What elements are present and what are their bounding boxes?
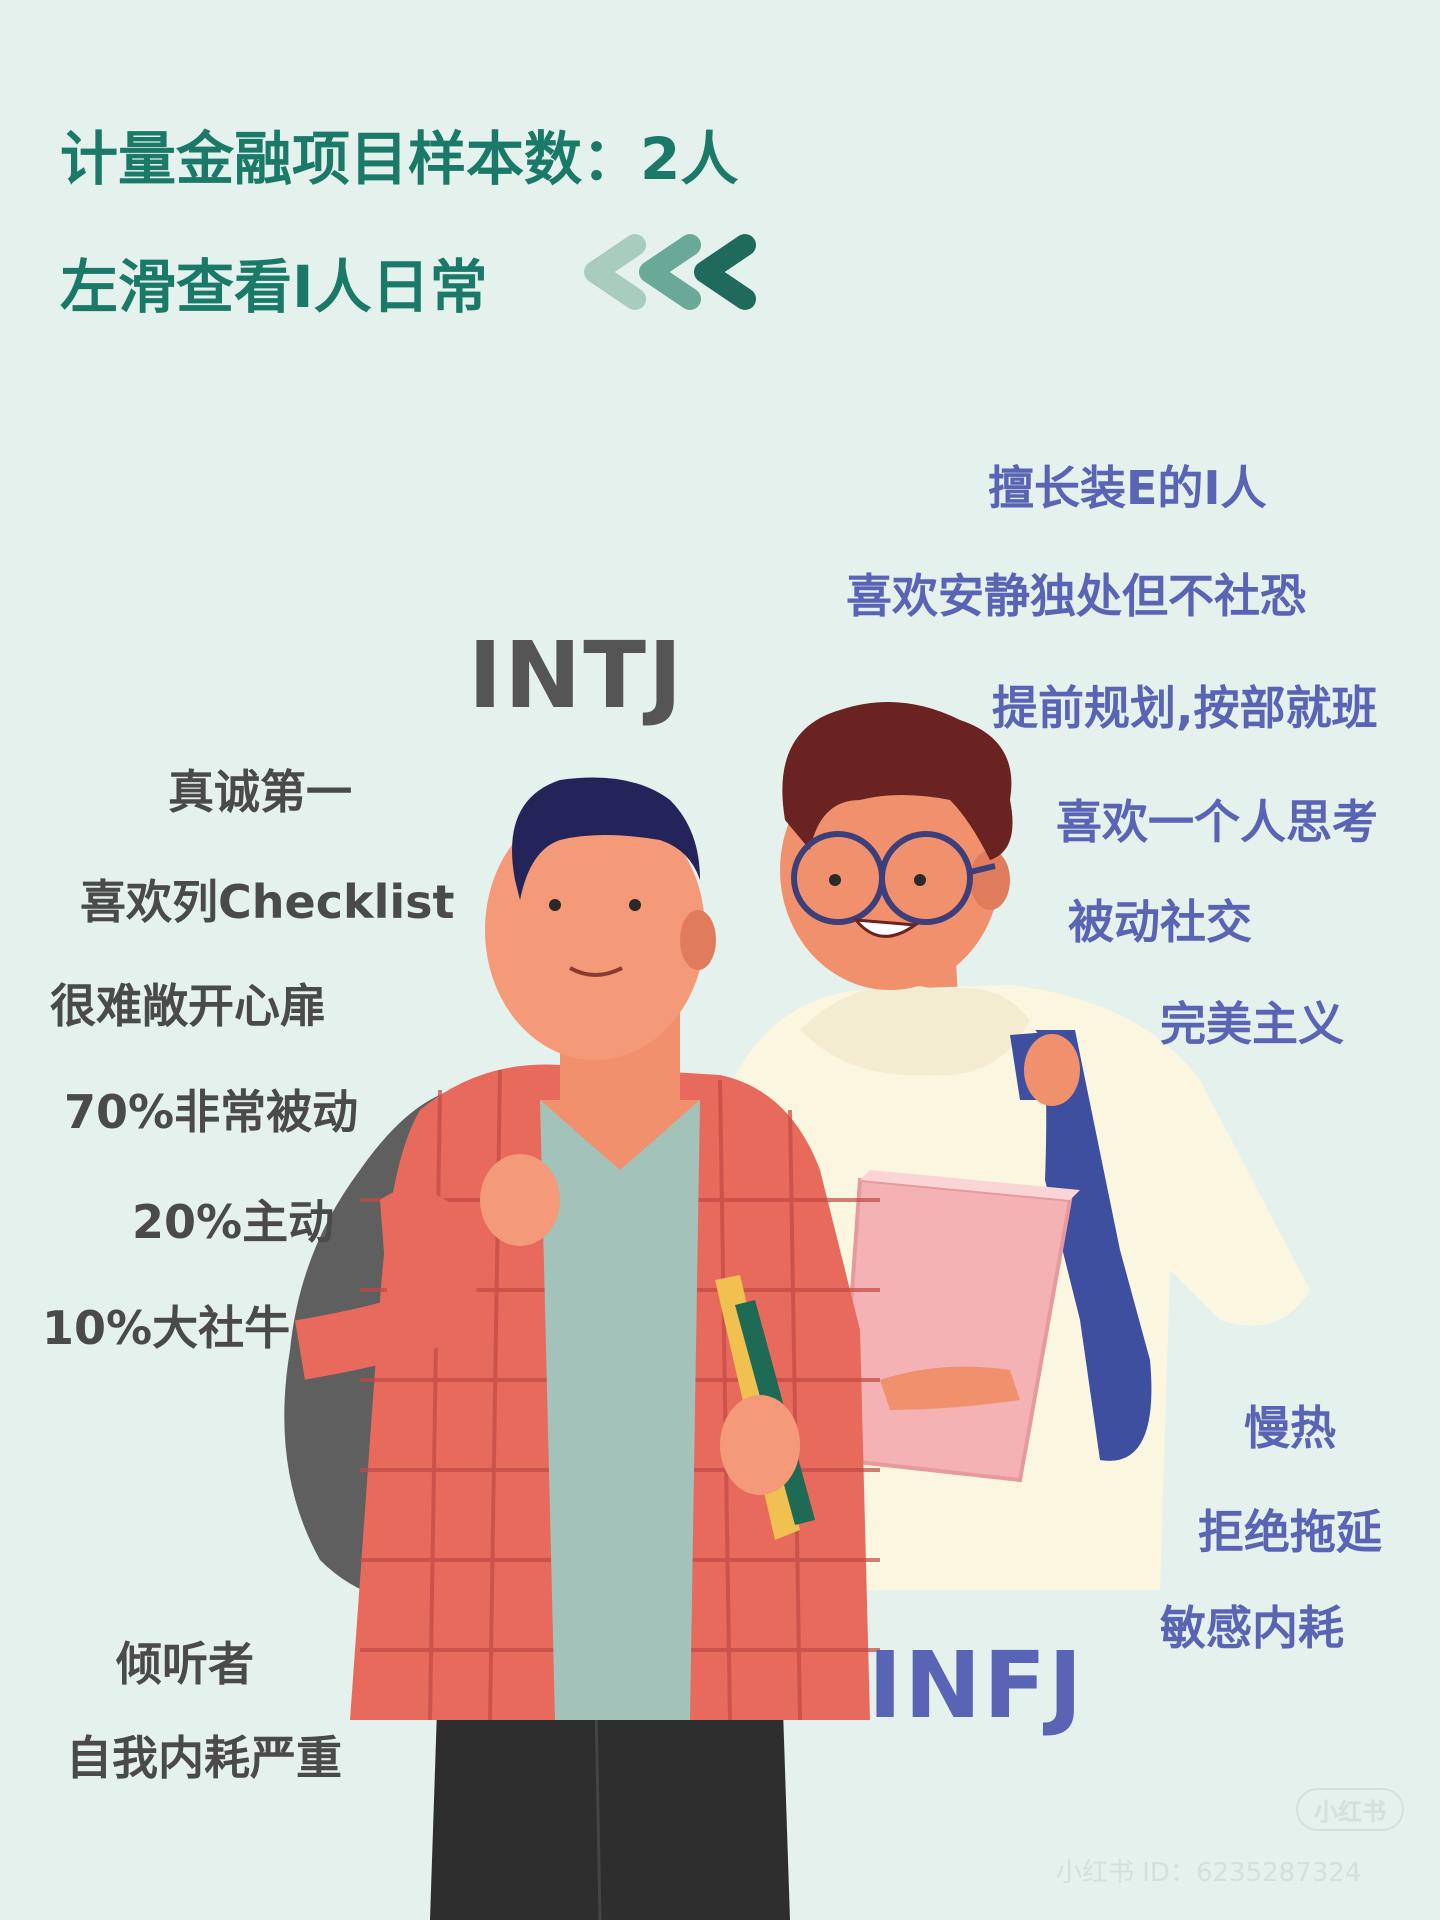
infj-trait: 喜欢安静独处但不社恐 (846, 569, 1306, 623)
student-infj-illustration (720, 702, 1310, 1590)
page-title: 计量金融项目样本数：2人 (60, 125, 739, 193)
watermark-id: 小红书 ID：6235287324 (1056, 1858, 1362, 1888)
infj-trait: 提前规划,按部就班 (992, 681, 1378, 735)
intj-trait: 真诚第一 (168, 765, 352, 819)
infj-trait: 被动社交 (1068, 895, 1252, 949)
intj-trait: 很难敞开心扉 (50, 979, 326, 1033)
infj-type-label: INFJ (868, 1632, 1085, 1739)
infj-trait: 完美主义 (1160, 997, 1344, 1051)
student-intj-illustration (284, 777, 880, 1920)
intj-trait: 自我内耗严重 (66, 1731, 342, 1785)
intj-trait: 倾听者 (116, 1637, 254, 1691)
infj-trait: 拒绝拖延 (1198, 1505, 1382, 1559)
intj-trait: 喜欢列Checklist (80, 875, 455, 929)
infj-trait: 敏感内耗 (1160, 1601, 1344, 1655)
page-subtitle: 左滑查看I人日常 (60, 253, 488, 321)
intj-type-label: INTJ (468, 622, 685, 729)
infj-trait: 喜欢一个人思考 (1056, 795, 1378, 849)
intj-trait: 10%大社牛 (42, 1301, 291, 1355)
intj-trait: 20%主动 (132, 1195, 335, 1249)
infj-trait: 擅长装E的I人 (988, 461, 1267, 515)
intj-trait: 70%非常被动 (64, 1085, 359, 1139)
infj-trait: 慢热 (1244, 1401, 1336, 1455)
chevrons-left-icon (584, 234, 756, 310)
watermark-badge: 小红书 (1296, 1788, 1404, 1831)
